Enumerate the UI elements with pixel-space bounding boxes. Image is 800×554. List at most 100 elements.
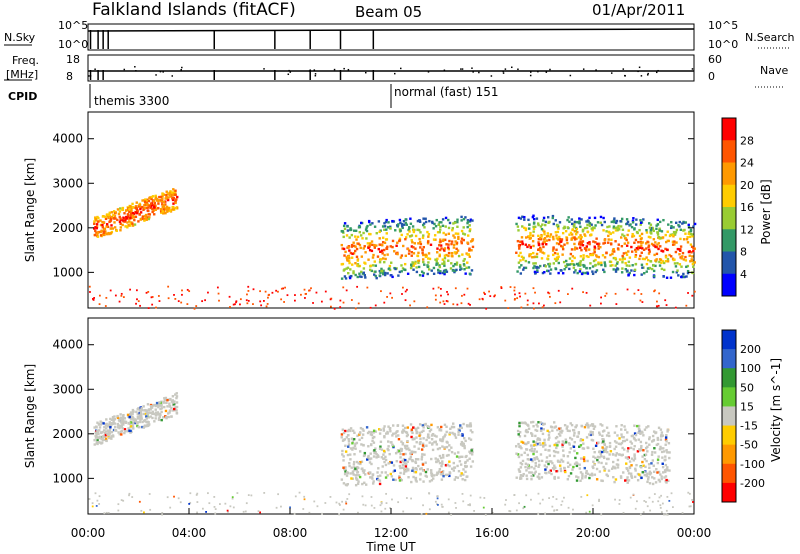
noise-cell — [410, 497, 412, 500]
echo-cell — [413, 470, 416, 474]
noise-cell — [161, 513, 163, 516]
echo-cell — [588, 241, 591, 244]
echo-cell — [565, 236, 569, 240]
echo-cell — [131, 205, 134, 209]
echo-cell — [342, 431, 346, 435]
echo-cell — [641, 257, 645, 261]
echo-cell — [426, 265, 430, 269]
echo-cell — [646, 267, 650, 270]
noise-cell — [224, 502, 227, 505]
echo-cell — [585, 246, 588, 250]
echo-cell — [623, 448, 626, 451]
echo-cell — [589, 424, 592, 427]
echo-cell — [421, 223, 425, 227]
echo-cell — [444, 473, 448, 477]
noise-cell — [218, 299, 220, 302]
noise-cell — [605, 292, 608, 295]
echo-cell — [549, 469, 552, 472]
echo-cell — [117, 431, 120, 434]
echo-cell — [382, 427, 385, 430]
echo-cell — [689, 260, 692, 263]
echo-cell — [354, 249, 357, 253]
colorbar-frame — [721, 117, 737, 297]
echo-cell — [454, 240, 457, 243]
echo-cell — [591, 270, 594, 273]
echo-cell — [563, 243, 566, 246]
echo-cell — [671, 270, 675, 274]
echo-cell — [391, 245, 394, 249]
echo-cell — [603, 443, 607, 447]
echo-cell — [692, 225, 695, 228]
echo-cell — [440, 464, 443, 468]
echo-cell — [615, 441, 618, 444]
echo-cell — [424, 217, 427, 220]
echo-cell — [399, 256, 403, 259]
echo-cell — [416, 458, 420, 461]
echo-cell — [155, 412, 158, 415]
echo-cell — [366, 431, 370, 435]
echo-cell — [651, 450, 654, 454]
echo-cell — [534, 255, 537, 259]
echo-cell — [373, 449, 376, 452]
noise-cell — [484, 293, 486, 295]
echo-cell — [574, 456, 577, 460]
noise-cell — [688, 505, 691, 508]
echo-cell — [530, 432, 533, 435]
echo-cell — [419, 437, 422, 440]
echo-cell — [665, 240, 668, 244]
noise-cell — [585, 291, 588, 294]
noise-cell — [666, 495, 669, 498]
echo-cell — [635, 247, 639, 250]
echo-cell — [371, 256, 375, 259]
echo-cell — [559, 240, 563, 243]
echo-cell — [600, 261, 603, 264]
echo-cell — [588, 476, 591, 480]
echo-cell — [661, 462, 664, 465]
echo-cell — [347, 259, 351, 263]
echo-cell — [104, 435, 107, 438]
echo-cell — [358, 225, 362, 229]
echo-cell — [409, 217, 412, 220]
echo-cell — [432, 238, 436, 241]
echo-cell — [437, 223, 440, 226]
echo-cell — [344, 468, 347, 472]
echo-cell — [554, 425, 558, 428]
noise-cell — [235, 301, 237, 304]
echo-cell — [561, 429, 564, 433]
nave-point — [400, 67, 402, 70]
noise-cell — [385, 502, 388, 505]
echo-cell — [653, 447, 656, 450]
noise-cell — [181, 289, 183, 292]
nave-point — [159, 70, 162, 73]
echo-cell — [566, 478, 570, 481]
echo-cell — [96, 232, 99, 236]
noise-cell — [566, 293, 569, 296]
noise-cell — [189, 501, 192, 504]
echo-cell — [147, 217, 151, 221]
echo-cell — [448, 471, 452, 475]
echo-cell — [541, 271, 545, 275]
echo-cell — [524, 228, 528, 232]
echo-cell — [579, 255, 583, 258]
noise-cell — [482, 506, 485, 509]
echo-cell — [439, 456, 443, 460]
echo-cell — [411, 431, 414, 435]
noise-cell — [507, 307, 510, 309]
noise-cell — [364, 504, 367, 507]
echo-cell — [469, 429, 473, 432]
echo-cell — [561, 460, 565, 463]
echo-cell — [605, 462, 608, 465]
noise-cell — [445, 300, 448, 302]
noise-cell — [420, 513, 423, 516]
echo-cell — [536, 475, 539, 478]
echo-cell — [612, 465, 615, 468]
echo-cell — [435, 473, 438, 477]
echo-cell — [529, 253, 532, 256]
echo-cell — [403, 470, 406, 473]
echo-cell — [439, 225, 442, 228]
echo-cell — [380, 249, 384, 252]
echo-cell — [118, 419, 121, 423]
echo-cell — [450, 240, 454, 243]
noise-cell — [440, 294, 442, 297]
echo-cell — [135, 209, 139, 213]
